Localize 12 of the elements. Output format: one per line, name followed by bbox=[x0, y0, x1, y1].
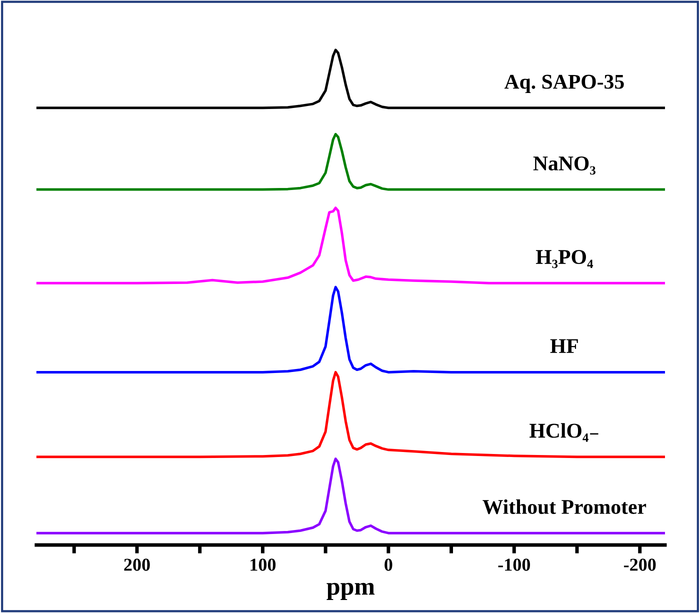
series-label: Without Promoter bbox=[482, 499, 646, 514]
series-label: NaNO₃ bbox=[533, 156, 596, 175]
x-tick-label: -200 bbox=[624, 558, 656, 571]
x-tick-label: 0 bbox=[384, 558, 392, 571]
series-label: Aq. SAPO-35 bbox=[504, 74, 624, 94]
series-label: H₃PO₄ bbox=[536, 250, 594, 268]
x-tick-label: 200 bbox=[124, 558, 150, 571]
series-label: HF bbox=[550, 339, 578, 353]
x-tick-label: 100 bbox=[250, 558, 276, 571]
series-label: HClO₄₋ bbox=[530, 423, 598, 442]
x-tick-label: -100 bbox=[498, 558, 530, 571]
x-axis-title: ppm bbox=[326, 582, 375, 600]
